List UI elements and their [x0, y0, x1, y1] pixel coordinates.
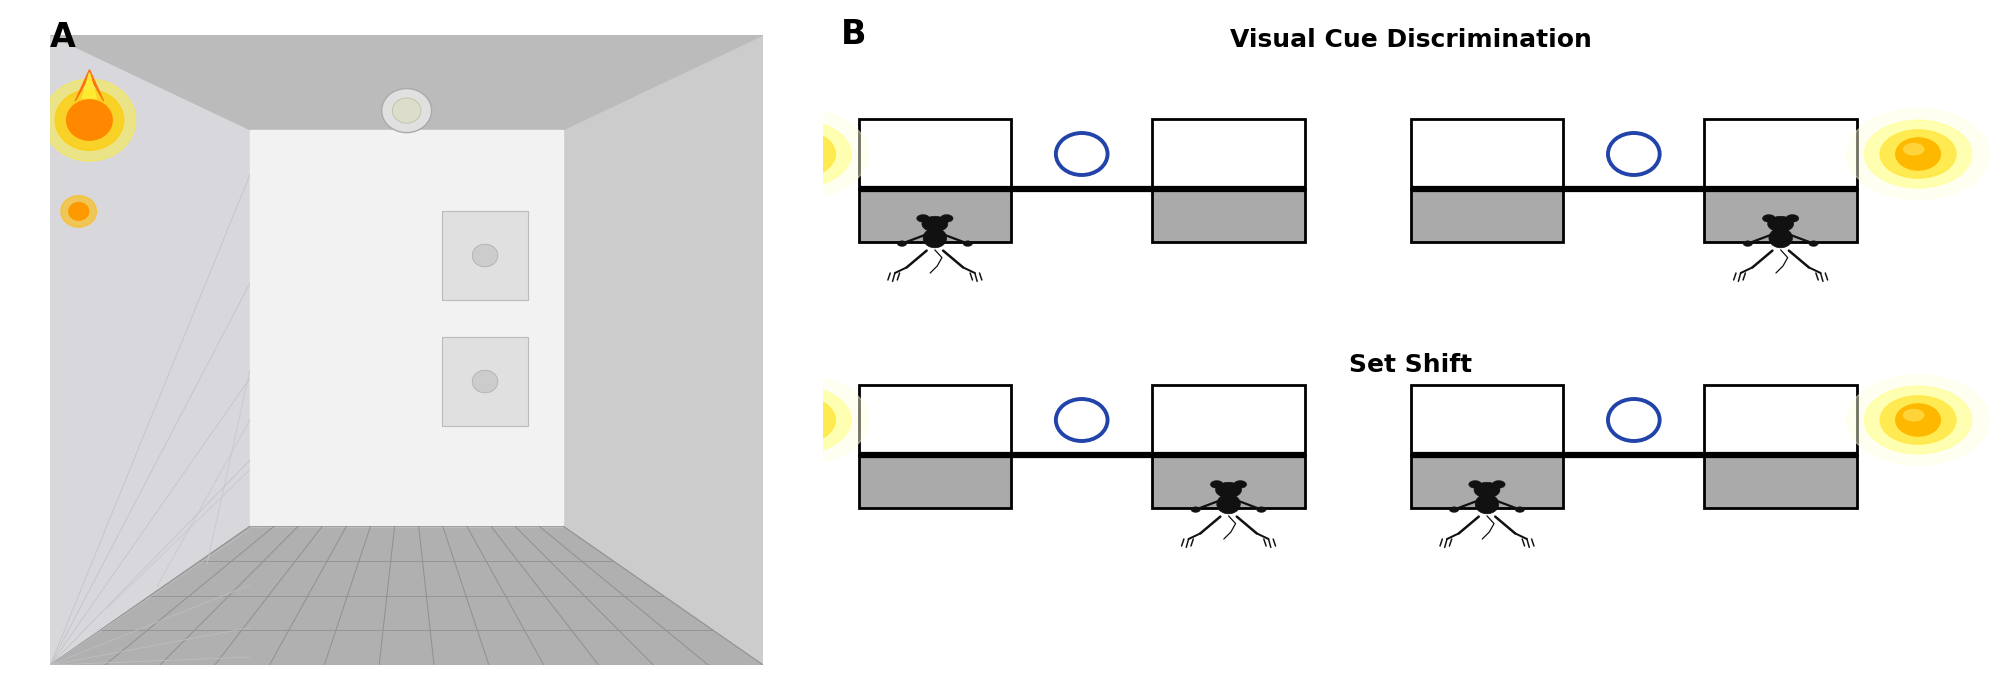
Circle shape: [1190, 507, 1200, 512]
Bar: [1411, 189, 1563, 241]
Circle shape: [921, 216, 947, 232]
Bar: [1152, 455, 1305, 508]
Ellipse shape: [783, 410, 803, 421]
Polygon shape: [74, 69, 104, 101]
Circle shape: [1210, 480, 1222, 489]
Circle shape: [42, 79, 136, 161]
Circle shape: [381, 89, 432, 133]
Ellipse shape: [743, 386, 851, 454]
Circle shape: [1742, 241, 1752, 246]
Ellipse shape: [1846, 109, 1989, 199]
Text: Set Shift: Set Shift: [1349, 354, 1471, 377]
Ellipse shape: [1865, 386, 1971, 454]
Ellipse shape: [775, 404, 819, 436]
Bar: [1152, 385, 1305, 455]
Circle shape: [1808, 241, 1816, 246]
Bar: [442, 337, 528, 426]
Circle shape: [1491, 480, 1505, 489]
Ellipse shape: [1903, 144, 1923, 155]
Ellipse shape: [1216, 494, 1240, 514]
Ellipse shape: [775, 138, 819, 170]
Ellipse shape: [1865, 120, 1971, 188]
Polygon shape: [50, 526, 763, 665]
Circle shape: [1766, 216, 1792, 232]
Circle shape: [939, 214, 953, 223]
Ellipse shape: [923, 228, 945, 248]
Ellipse shape: [759, 130, 835, 178]
Ellipse shape: [1846, 375, 1989, 465]
Polygon shape: [564, 35, 763, 665]
Circle shape: [1256, 507, 1266, 512]
Circle shape: [1762, 214, 1774, 223]
Ellipse shape: [743, 120, 851, 188]
Polygon shape: [82, 73, 96, 98]
Polygon shape: [50, 35, 249, 665]
Bar: [1704, 455, 1856, 508]
Circle shape: [54, 90, 124, 150]
Circle shape: [1784, 214, 1798, 223]
Bar: [1704, 119, 1856, 189]
Ellipse shape: [1879, 130, 1955, 178]
Bar: [859, 455, 1012, 508]
Bar: [859, 119, 1012, 189]
Polygon shape: [50, 35, 763, 130]
Ellipse shape: [727, 375, 869, 465]
Circle shape: [1473, 482, 1499, 498]
Bar: [1411, 119, 1563, 189]
Ellipse shape: [1895, 138, 1939, 170]
Text: B: B: [841, 18, 865, 50]
Circle shape: [917, 214, 929, 223]
Circle shape: [1515, 507, 1523, 512]
Bar: [1704, 189, 1856, 241]
Circle shape: [1467, 480, 1481, 489]
Text: Visual Cue Discrimination: Visual Cue Discrimination: [1228, 28, 1592, 52]
Circle shape: [1232, 480, 1246, 489]
Bar: [1411, 455, 1563, 508]
Circle shape: [1214, 482, 1240, 498]
Ellipse shape: [1879, 396, 1955, 444]
Circle shape: [897, 241, 907, 246]
Bar: [442, 211, 528, 300]
Bar: [1411, 385, 1563, 455]
Circle shape: [68, 202, 88, 220]
Bar: [859, 189, 1012, 241]
Circle shape: [1449, 507, 1457, 512]
Circle shape: [472, 244, 498, 267]
Ellipse shape: [1768, 228, 1792, 248]
Bar: [1152, 119, 1305, 189]
Bar: [859, 385, 1012, 455]
Ellipse shape: [759, 396, 835, 444]
Circle shape: [963, 241, 971, 246]
Circle shape: [60, 196, 96, 227]
Circle shape: [391, 98, 421, 123]
Ellipse shape: [783, 144, 803, 155]
Circle shape: [66, 100, 112, 140]
Bar: [1152, 189, 1305, 241]
Polygon shape: [249, 130, 564, 526]
Ellipse shape: [1895, 404, 1939, 436]
Circle shape: [472, 370, 498, 393]
Ellipse shape: [1903, 410, 1923, 421]
Ellipse shape: [1475, 494, 1497, 514]
Ellipse shape: [727, 109, 869, 199]
Bar: [1704, 385, 1856, 455]
Text: A: A: [50, 21, 76, 54]
